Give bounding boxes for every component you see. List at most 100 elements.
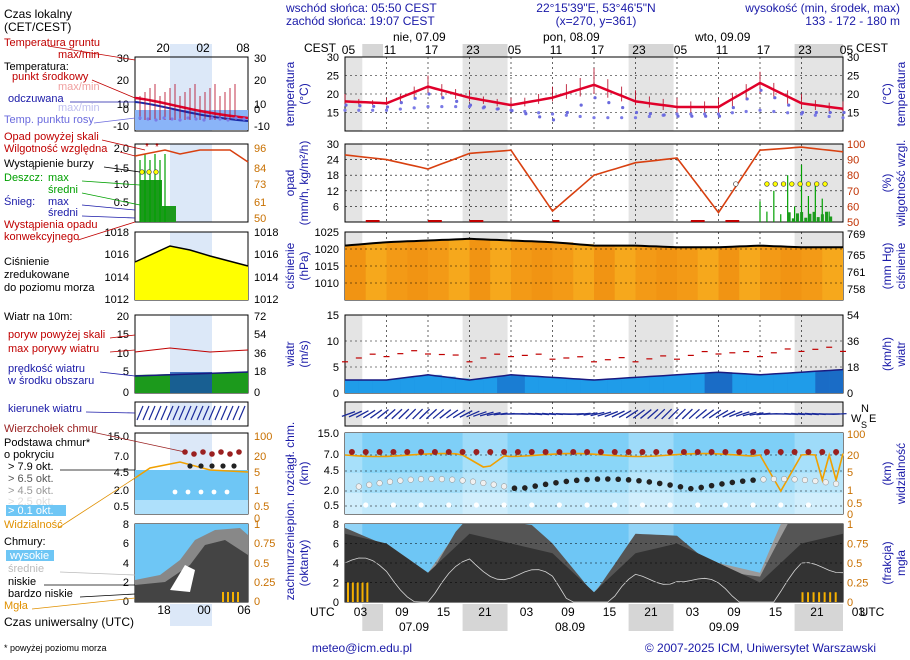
legend-tick-right: 96 — [254, 143, 266, 155]
elevation-title: wysokość (min, środek, max) — [744, 1, 900, 15]
perceived-dot — [385, 105, 390, 109]
perceived-dot — [482, 105, 486, 109]
dewpoint-dot — [564, 113, 568, 117]
date-bottom-1: 07.09 — [399, 620, 429, 634]
wind-stripe — [580, 379, 594, 393]
legend-wind-arrow — [226, 405, 234, 421]
rain-avg-bar — [800, 212, 804, 222]
legend-dew-dot — [194, 117, 198, 121]
cloud-base-dot-low — [805, 502, 812, 508]
legend-panel-frame — [134, 143, 249, 223]
storm-marker — [772, 181, 778, 187]
perceived-dot — [704, 114, 708, 118]
date-bottom-3: 09.09 — [709, 620, 739, 634]
cloud-base-dot — [770, 476, 777, 483]
hour-label-top: 05 — [674, 43, 688, 57]
legend-dew-dot — [210, 116, 214, 120]
cloud-base-dot-low — [446, 502, 452, 508]
wind-arrow — [355, 410, 369, 418]
wind-speed-line — [345, 368, 844, 381]
pressure-stripe — [718, 247, 740, 300]
hour-label-top: 05 — [508, 43, 522, 57]
legend-tick: 54 — [254, 329, 266, 341]
legend-tick: 0.5 — [114, 501, 129, 513]
hour-label-bottom: 09 — [395, 605, 409, 619]
storm-marker — [780, 181, 787, 187]
cloud-base-dot — [760, 476, 767, 483]
fog-bar — [829, 592, 832, 602]
legend-connector — [81, 180, 141, 186]
dewpoint-dot — [633, 116, 638, 120]
legend-label: Chmury: — [4, 536, 46, 548]
day-label-1: nie, 07.09 — [393, 30, 446, 44]
cloud-base-dot — [355, 483, 362, 490]
day-label-3: wto, 09.09 — [694, 30, 751, 44]
axis-title-left: zachmurzenie — [283, 525, 297, 600]
wind-arrow — [391, 408, 403, 420]
dewpoint-dot — [454, 104, 458, 109]
cloud-top-dot — [584, 449, 591, 455]
perceived-dot — [690, 114, 694, 118]
legend-tick: 72 — [254, 311, 266, 323]
legend-wind-arrow — [136, 405, 144, 421]
cloud-base-dot — [511, 485, 518, 492]
wind-stripe — [718, 372, 733, 393]
axis-title-left-unit: (m/s) — [297, 340, 311, 367]
pressure-ytick-right: 765 — [847, 250, 865, 262]
hour-label-top: 11 — [716, 43, 729, 57]
cloud-base-dot-low — [418, 502, 424, 508]
cloud-base-dot-low — [722, 502, 729, 508]
wind-arrow — [412, 408, 424, 420]
legend-label: w środku obszaru — [7, 375, 94, 387]
pressure-stripe — [760, 245, 781, 300]
cloud-base-dot — [573, 477, 580, 484]
legend-rain-avg — [160, 206, 176, 222]
hour-label-top: 17 — [591, 43, 605, 57]
legend-wind-arrow — [220, 405, 228, 421]
legend-label: kierunek wiatru — [8, 403, 82, 415]
cloud-level — [345, 453, 843, 473]
perceived-dot — [648, 112, 652, 116]
wind-arrow — [618, 410, 632, 418]
legend-wind-area-mid — [170, 372, 212, 393]
legend-label: > 7.9 okt. — [8, 461, 54, 473]
pressure-stripe — [697, 247, 719, 300]
cloud-top-dot — [445, 449, 452, 455]
axis-title-right-unit: (°C) — [880, 83, 894, 104]
legend-visibility-line — [134, 461, 249, 479]
legend-low-white — [170, 565, 195, 592]
fog-bar — [823, 592, 826, 602]
legend-connector — [109, 334, 136, 339]
wind-arrow — [370, 409, 383, 419]
legend-cloud-base-white — [172, 489, 178, 495]
legend-dew-dot — [226, 118, 230, 122]
cloud-top-dot — [805, 449, 812, 455]
fog-bar — [807, 592, 810, 602]
contact-email[interactable]: meteo@icm.edu.pl — [312, 641, 412, 655]
wind-ytick-right: 36 — [847, 336, 859, 348]
pressure-stripe — [365, 243, 387, 300]
legend-tick: 10 — [117, 348, 129, 360]
humidity-ytick-right: 60 — [847, 201, 859, 213]
visibility-ytick-right: 0 — [847, 509, 853, 521]
legend-tick: 8 — [123, 519, 129, 531]
axis-title-right: ciśnienie — [894, 242, 908, 289]
temp-ytick-left: 30 — [327, 52, 339, 64]
wind-arrow — [675, 408, 686, 420]
cloud-base-dot — [636, 477, 642, 484]
wind-stripe — [483, 378, 498, 393]
cloud-base-dot — [605, 476, 611, 482]
legend-wind-arrow — [160, 405, 168, 421]
legend-wind-line — [134, 371, 249, 377]
legend-wind-arrow — [178, 405, 186, 421]
legend-tick: 0 — [254, 104, 260, 116]
cloud-top-dot — [459, 449, 466, 455]
legend-pressure-area — [135, 246, 248, 300]
legend-label: średnie — [8, 563, 44, 575]
coverage-ytick-left: 4 — [333, 558, 339, 570]
legend-tick: 0 — [123, 104, 129, 116]
axis-title-right-unit: (%) — [880, 174, 894, 193]
wind-arrow — [654, 408, 666, 420]
legend-cloud-top — [209, 451, 215, 457]
